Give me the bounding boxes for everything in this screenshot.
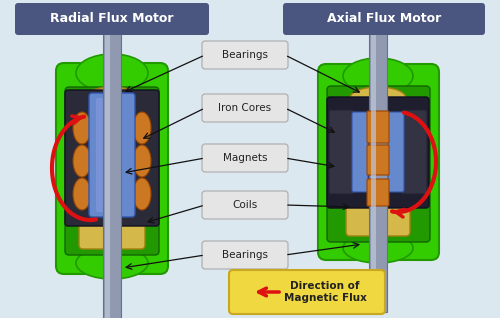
FancyBboxPatch shape [346,202,410,236]
Ellipse shape [133,178,151,210]
Ellipse shape [343,233,413,263]
Ellipse shape [133,112,151,144]
Text: Coils: Coils [232,200,258,210]
Ellipse shape [73,178,91,210]
Ellipse shape [73,112,91,144]
Text: Axial Flux Motor: Axial Flux Motor [327,12,441,25]
FancyBboxPatch shape [15,3,209,35]
Bar [369,12,387,312]
Ellipse shape [83,87,141,111]
FancyBboxPatch shape [65,87,159,255]
FancyBboxPatch shape [283,3,485,35]
FancyBboxPatch shape [229,270,385,314]
FancyBboxPatch shape [327,97,429,208]
FancyBboxPatch shape [401,110,427,194]
FancyBboxPatch shape [327,86,430,242]
Text: Radial Flux Motor: Radial Flux Motor [50,12,174,25]
Ellipse shape [73,145,91,177]
Ellipse shape [133,145,151,177]
Bar [371,12,376,312]
Ellipse shape [76,54,148,92]
FancyBboxPatch shape [96,98,116,212]
Bar [103,8,121,318]
Text: Magnets: Magnets [223,153,267,163]
Ellipse shape [350,87,406,109]
Bar [105,8,110,318]
FancyBboxPatch shape [367,111,389,143]
Ellipse shape [76,247,148,279]
Ellipse shape [343,58,413,94]
FancyBboxPatch shape [367,145,389,175]
FancyBboxPatch shape [388,112,404,192]
FancyBboxPatch shape [89,93,135,217]
FancyBboxPatch shape [202,191,288,219]
Text: Bearings: Bearings [222,250,268,260]
FancyBboxPatch shape [202,94,288,122]
FancyBboxPatch shape [202,144,288,172]
FancyBboxPatch shape [352,112,368,192]
FancyBboxPatch shape [367,179,389,206]
FancyBboxPatch shape [318,64,439,260]
FancyBboxPatch shape [79,213,145,249]
FancyBboxPatch shape [329,110,355,194]
FancyBboxPatch shape [56,63,168,274]
Text: Iron Cores: Iron Cores [218,103,272,113]
FancyBboxPatch shape [202,41,288,69]
Text: Direction of
Magnetic Flux: Direction of Magnetic Flux [284,281,366,303]
FancyBboxPatch shape [202,241,288,269]
Text: Bearings: Bearings [222,50,268,60]
FancyBboxPatch shape [65,90,159,226]
